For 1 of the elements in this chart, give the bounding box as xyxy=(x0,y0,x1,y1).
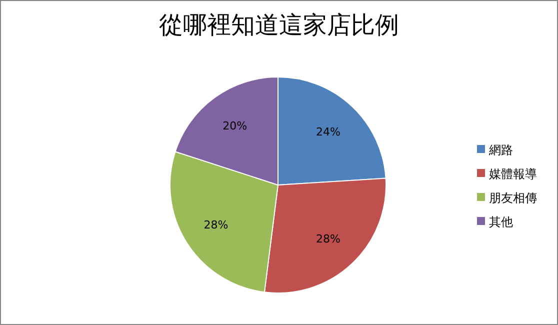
title: 從哪裡知道這家店比例 xyxy=(159,11,399,39)
